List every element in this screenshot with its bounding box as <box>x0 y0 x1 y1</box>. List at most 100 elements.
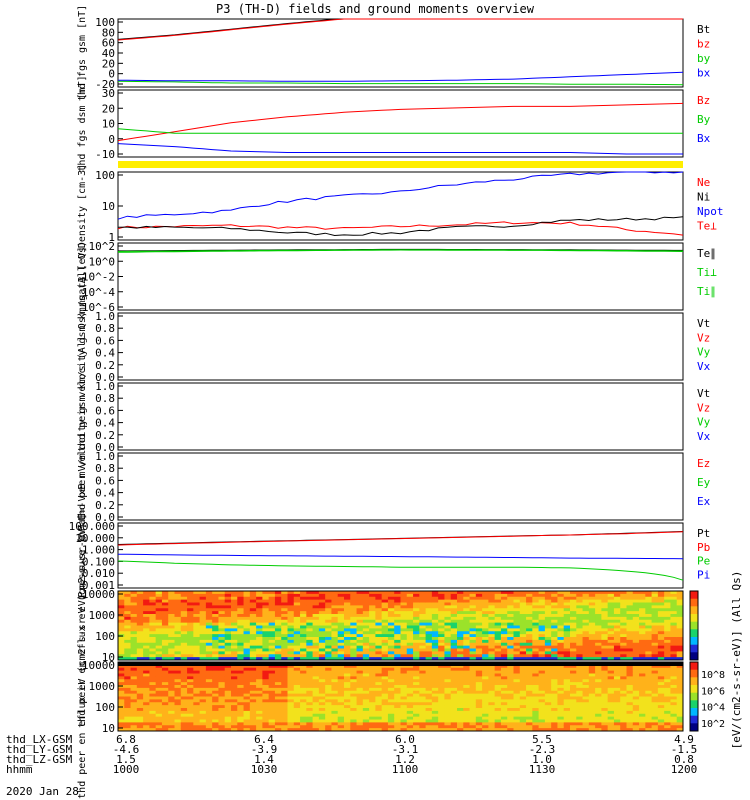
spectrogram-cell <box>544 637 552 641</box>
spectrogram-cell <box>526 725 533 729</box>
spectrogram-cell <box>256 622 263 626</box>
spectrogram-cell <box>130 619 138 624</box>
spectrogram-cell <box>413 699 420 703</box>
spectrogram-cell <box>582 705 590 709</box>
spectrogram-cell <box>199 648 207 652</box>
spectrogram-cell <box>431 710 439 715</box>
y-tick-label: 10 <box>102 722 115 735</box>
spectrogram-cell <box>607 648 615 652</box>
spectrogram-cell <box>406 596 414 601</box>
footer-value: 4.9 <box>674 733 694 746</box>
spectrogram-cell <box>450 708 458 712</box>
spectrogram-cell <box>262 616 270 621</box>
spectrogram-cell <box>595 676 602 680</box>
spectrogram-cell <box>463 596 470 601</box>
spectrogram-cell <box>237 654 244 658</box>
spectrogram-cell <box>325 713 332 718</box>
spectrogram-cell <box>475 687 483 692</box>
spectrogram-cell <box>243 722 251 726</box>
spectrogram-cell <box>212 651 219 655</box>
spectrogram-cell <box>344 634 351 638</box>
spectrogram-cell <box>205 645 213 649</box>
spectrogram-cell <box>676 637 684 641</box>
spectrogram-cell <box>187 605 194 609</box>
spectrogram-cell <box>218 702 226 706</box>
spectrogram-cell <box>438 637 445 641</box>
y-tick-label: 10^-4 <box>82 286 115 299</box>
spectrogram-cell <box>419 682 427 686</box>
spectrogram-cell <box>143 591 150 595</box>
spectrogram-cell <box>513 699 521 703</box>
spectrogram-cell <box>500 676 508 680</box>
spectrogram-cell <box>387 673 395 677</box>
spectrogram-cell <box>118 651 125 655</box>
spectrogram-cell <box>369 670 376 674</box>
spectrogram-cell <box>507 645 514 649</box>
spectrogram-cell <box>193 687 201 692</box>
spectrogram-cell <box>155 673 163 677</box>
spectrogram-cell <box>375 705 383 709</box>
spectrogram-cell <box>168 676 175 680</box>
spectrogram-cell <box>256 664 263 669</box>
spectrogram-cell <box>281 679 288 683</box>
spectrogram-cell <box>300 642 307 647</box>
spectrogram-cell <box>488 608 496 612</box>
spectrogram-cell <box>293 645 301 649</box>
spectrogram-cell <box>482 611 489 615</box>
spectrogram-cell <box>193 699 201 703</box>
spectrogram-cell <box>356 625 364 629</box>
spectrogram-cell <box>212 648 219 652</box>
spectrogram-cell <box>438 676 445 680</box>
spectrogram-cell <box>180 631 188 635</box>
spectrogram-cell <box>394 673 401 677</box>
spectrogram-cell <box>218 596 226 601</box>
spectrogram-cell <box>507 631 514 635</box>
spectrogram-cell <box>306 625 314 629</box>
spectrogram-cell <box>256 599 263 603</box>
spectrogram-cell <box>187 722 194 726</box>
spectrogram-cell <box>118 591 125 595</box>
colorbar-segment <box>690 629 698 638</box>
y-axis-label: thd peir en eflux eV (cm2-s-sr-eV) <box>77 523 88 728</box>
spectrogram-cell <box>356 710 364 715</box>
spectrogram-cell <box>318 696 326 700</box>
spectrogram-cell <box>274 651 282 655</box>
spectrogram-cell <box>149 670 157 674</box>
spectrogram-cell <box>582 596 590 601</box>
spectrogram-cell <box>262 631 270 635</box>
spectrogram-cell <box>507 605 514 609</box>
spectrogram-cell <box>287 596 295 601</box>
spectrogram-cell <box>538 699 546 703</box>
spectrogram-cell <box>205 725 213 729</box>
spectrogram-cell <box>124 728 131 732</box>
spectrogram-cell <box>645 599 653 603</box>
spectrogram-cell <box>193 628 201 632</box>
spectrogram-cell <box>413 631 420 635</box>
spectrogram-cell <box>507 591 514 595</box>
spectrogram-cell <box>293 713 301 718</box>
spectrogram-cell <box>601 685 609 689</box>
spectrogram-cell <box>344 699 351 703</box>
spectrogram-cell <box>639 605 646 609</box>
spectrogram-cell <box>268 616 276 621</box>
spectrogram-cell <box>212 699 219 703</box>
spectrogram-cell <box>657 651 665 655</box>
spectrogram-cell <box>331 719 339 723</box>
spectrogram-cell <box>168 670 175 674</box>
spectrogram-cell <box>651 708 659 712</box>
spectrogram-cell <box>362 705 370 709</box>
spectrogram-cell <box>532 616 540 621</box>
spectrogram-cell <box>651 690 659 695</box>
spectrogram-cell <box>256 596 263 601</box>
spectrogram-cell <box>526 622 533 626</box>
spectrogram-cell <box>281 614 288 618</box>
spectrogram-cell <box>306 619 314 624</box>
spectrogram-cell <box>124 616 131 621</box>
spectrogram-cell <box>350 645 357 649</box>
spectrogram-cell <box>287 654 295 658</box>
spectrogram-cell <box>620 682 627 686</box>
spectrogram-cell <box>130 628 138 632</box>
spectrogram-cell <box>249 637 257 641</box>
spectrogram-cell <box>526 611 533 615</box>
spectrogram-cell <box>312 619 320 624</box>
